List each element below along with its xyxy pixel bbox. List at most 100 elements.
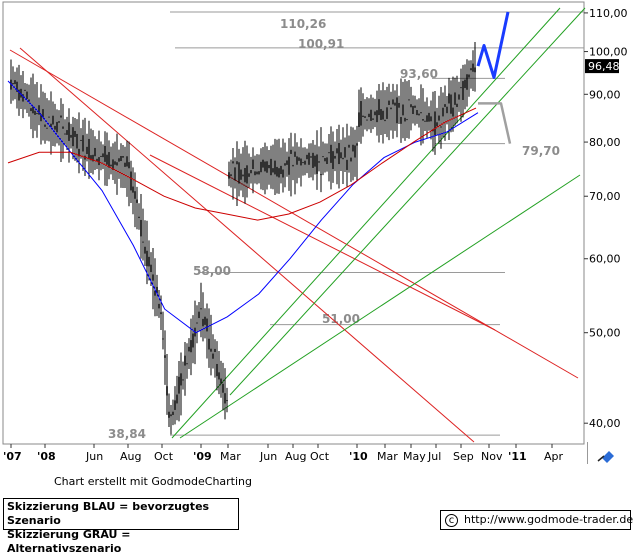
candle-body [32, 106, 34, 114]
level-label: 100,91 [298, 37, 344, 51]
candle-body [150, 264, 152, 273]
candle-body [420, 112, 422, 114]
candle-body [48, 116, 50, 118]
candle-body [428, 112, 430, 122]
candle-body [212, 353, 214, 359]
candle-body [354, 145, 356, 158]
candle-body [254, 171, 256, 176]
candle-body [166, 386, 168, 396]
candle-body [188, 346, 190, 352]
candle-body [168, 411, 170, 418]
candle-body [470, 68, 472, 71]
candle-body [162, 338, 164, 340]
candle-body [474, 67, 476, 73]
url-text[interactable]: http://www.godmode-trader.de [464, 513, 634, 526]
candle-body [396, 97, 398, 124]
candle-body [438, 115, 440, 121]
candle-body [356, 143, 358, 146]
candle-body [96, 158, 98, 162]
candle-body [180, 373, 182, 386]
candle-body [128, 162, 130, 169]
candle-body [410, 104, 412, 108]
candle-body [262, 159, 264, 168]
candle-body [358, 112, 360, 127]
candle-body [18, 89, 20, 101]
candle-body [244, 167, 246, 183]
trend-line [171, 7, 561, 439]
candle-body [152, 274, 154, 281]
candle-body [404, 117, 406, 122]
candle-body [462, 81, 464, 100]
candle-body [82, 135, 84, 152]
candle-body [332, 151, 334, 169]
candle-body [274, 160, 276, 175]
candle-body [326, 157, 328, 164]
candle-body [136, 199, 138, 203]
candle-body [210, 348, 212, 352]
candle-body [446, 106, 448, 114]
candle-body [148, 256, 150, 267]
candle-body [164, 355, 166, 358]
candle-body [70, 134, 72, 138]
candle-body [156, 286, 158, 294]
candle-body [328, 152, 330, 154]
candle-body [234, 167, 236, 181]
candle-body [412, 105, 414, 115]
y-tick-label: 60,00 [589, 253, 621, 266]
candle-body [228, 172, 230, 179]
plot-area [2, 1, 585, 445]
candle-body [26, 91, 28, 99]
candle-body [288, 156, 290, 175]
candle-body [56, 121, 58, 133]
candle-body [224, 393, 226, 404]
candle-body [390, 107, 392, 110]
candle-body [388, 100, 390, 105]
candle-body [104, 145, 106, 162]
candle-body [222, 383, 224, 393]
candle-body [250, 170, 252, 174]
candle-body [362, 115, 364, 117]
candle-body [376, 110, 378, 123]
candle-body [468, 74, 470, 78]
candle-body [132, 186, 134, 193]
candle-body [318, 161, 320, 163]
candle-body [230, 174, 232, 177]
candle-body [320, 174, 322, 176]
candle-body [300, 158, 302, 166]
candle-body [464, 79, 466, 89]
candle-body [38, 105, 40, 115]
candle-body [186, 363, 188, 365]
candle-body [144, 246, 146, 254]
candle-body [160, 312, 162, 315]
candle-body [20, 88, 22, 98]
candle-body [214, 348, 216, 352]
candle-body [456, 103, 458, 108]
candle-body [52, 115, 54, 125]
scenario-path [476, 11, 510, 79]
corner-widget[interactable] [587, 442, 631, 464]
candle-body [374, 111, 376, 116]
source-url[interactable]: c http://www.godmode-trader.de [440, 510, 634, 530]
candle-body [112, 159, 114, 170]
candle-body [74, 130, 76, 137]
candle-body [294, 151, 296, 157]
x-tick-label: May [403, 450, 426, 463]
candle-body [372, 118, 374, 120]
candle-body [60, 115, 62, 118]
price-candles [10, 42, 476, 435]
candle-body [202, 318, 204, 327]
x-tick-label: Sep [453, 450, 474, 463]
x-tick-label: Jun [85, 450, 103, 463]
candle-body [330, 144, 332, 163]
x-tick-label: Mar [377, 450, 398, 463]
x-tick-label: Aug [285, 450, 306, 463]
candle-body [34, 110, 36, 115]
candle-body [248, 173, 250, 177]
candle-body [378, 99, 380, 116]
candle-body [406, 119, 408, 121]
candle-body [394, 102, 396, 106]
scenario-path [478, 102, 512, 144]
trend-line [149, 154, 496, 331]
x-tick-label: Aug [120, 450, 141, 463]
candle-body [50, 123, 52, 128]
